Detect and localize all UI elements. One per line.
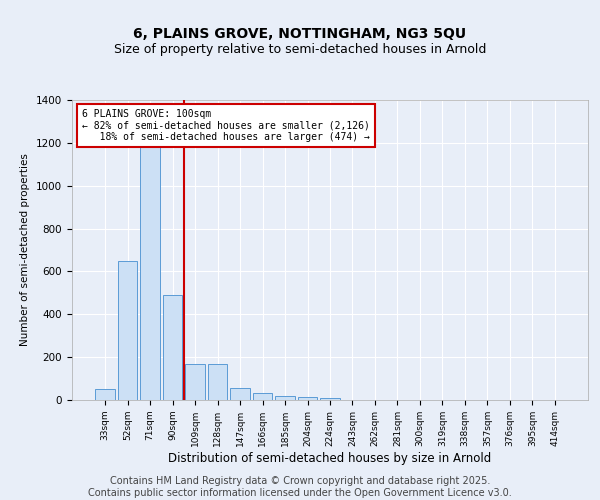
Text: 6, PLAINS GROVE, NOTTINGHAM, NG3 5QU: 6, PLAINS GROVE, NOTTINGHAM, NG3 5QU	[133, 28, 467, 42]
Y-axis label: Number of semi-detached properties: Number of semi-detached properties	[20, 154, 31, 346]
Bar	[320, 398, 340, 400]
Bar	[230, 388, 250, 400]
Bar	[275, 396, 295, 400]
Bar	[95, 390, 115, 400]
Bar	[253, 392, 272, 400]
Bar	[208, 364, 227, 400]
Bar	[163, 295, 182, 400]
Bar	[298, 397, 317, 400]
Bar	[140, 122, 160, 400]
Text: Contains HM Land Registry data © Crown copyright and database right 2025.
Contai: Contains HM Land Registry data © Crown c…	[88, 476, 512, 498]
Text: 6 PLAINS GROVE: 100sqm
← 82% of semi-detached houses are smaller (2,126)
   18% : 6 PLAINS GROVE: 100sqm ← 82% of semi-det…	[82, 109, 370, 142]
Text: Size of property relative to semi-detached houses in Arnold: Size of property relative to semi-detach…	[114, 42, 486, 56]
X-axis label: Distribution of semi-detached houses by size in Arnold: Distribution of semi-detached houses by …	[169, 452, 491, 464]
Bar	[185, 364, 205, 400]
Bar	[118, 261, 137, 400]
